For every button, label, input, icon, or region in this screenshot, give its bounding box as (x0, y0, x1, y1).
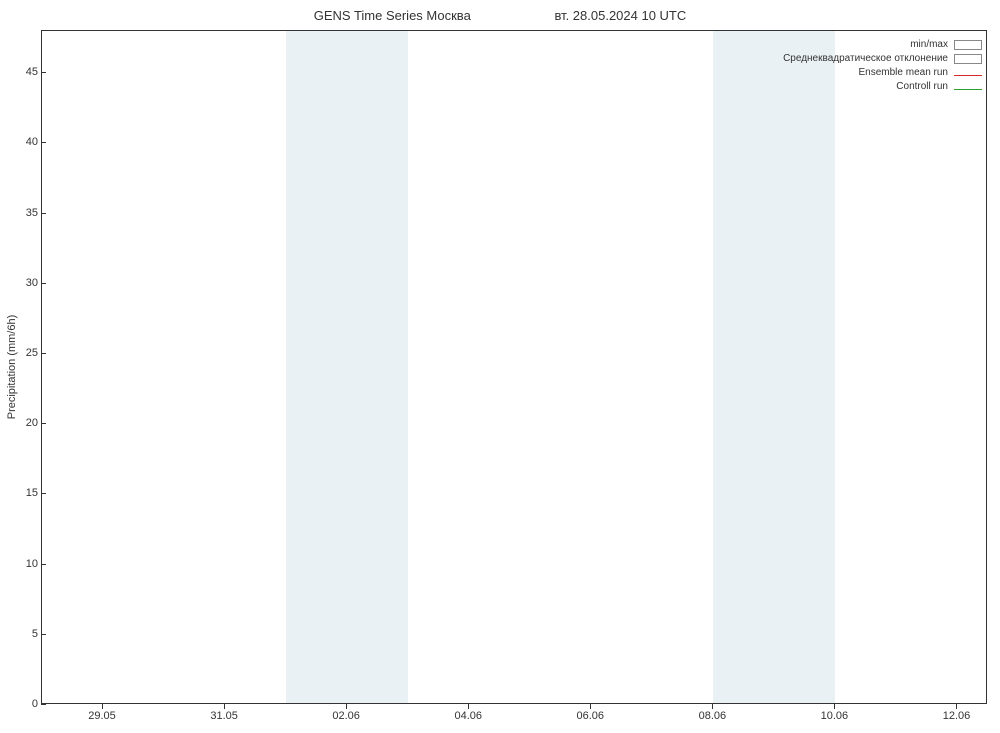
y-tick-mark (41, 423, 46, 424)
legend-item: min/max (783, 38, 982, 52)
x-tick-label: 31.05 (210, 710, 238, 722)
y-tick-mark (41, 564, 46, 565)
x-tick-mark (346, 704, 347, 709)
x-tick-mark (712, 704, 713, 709)
x-tick-label: 29.05 (88, 710, 116, 722)
x-tick-mark (468, 704, 469, 709)
x-tick-mark (102, 704, 103, 709)
chart-title-left: GENS Time Series Москва (314, 8, 471, 23)
legend-item-label: min/max (910, 38, 948, 52)
x-tick-label: 10.06 (821, 710, 849, 722)
y-tick-label: 0 (8, 698, 38, 710)
legend-item: Controll run (783, 80, 982, 94)
y-tick-mark (41, 72, 46, 73)
chart-container: GENS Time Series Москва вт. 28.05.2024 1… (0, 0, 1000, 733)
y-tick-label: 10 (8, 558, 38, 570)
x-tick-mark (224, 704, 225, 709)
legend-item: Среднеквадратическое отклонение (783, 52, 982, 66)
y-tick-mark (41, 353, 46, 354)
legend-swatch (954, 75, 982, 76)
x-tick-label: 06.06 (577, 710, 605, 722)
legend-swatch (954, 54, 982, 64)
plot-area (41, 30, 987, 704)
y-tick-mark (41, 142, 46, 143)
x-tick-mark (834, 704, 835, 709)
legend-swatch (954, 40, 982, 50)
legend-item-label: Controll run (896, 80, 948, 94)
x-tick-label: 08.06 (699, 710, 727, 722)
y-tick-label: 25 (8, 347, 38, 359)
x-tick-mark (590, 704, 591, 709)
y-tick-label: 40 (8, 136, 38, 148)
y-tick-label: 45 (8, 66, 38, 78)
x-tick-label: 04.06 (454, 710, 482, 722)
x-tick-label: 12.06 (943, 710, 971, 722)
y-tick-label: 30 (8, 277, 38, 289)
y-tick-label: 20 (8, 417, 38, 429)
y-axis-label: Precipitation (mm/6h) (6, 315, 18, 420)
y-tick-label: 5 (8, 628, 38, 640)
y-tick-mark (41, 634, 46, 635)
y-tick-label: 35 (8, 207, 38, 219)
weekend-band (713, 31, 835, 703)
x-tick-mark (956, 704, 957, 709)
chart-title-right: вт. 28.05.2024 10 UTC (554, 8, 686, 23)
y-tick-mark (41, 493, 46, 494)
legend-item: Ensemble mean run (783, 66, 982, 80)
weekend-band (286, 31, 408, 703)
y-tick-mark (41, 704, 46, 705)
y-tick-mark (41, 213, 46, 214)
legend-item-label: Ensemble mean run (859, 66, 949, 80)
x-tick-label: 02.06 (332, 710, 360, 722)
legend: min/maxСреднеквадратическое отклонениеEn… (783, 38, 982, 94)
y-tick-label: 15 (8, 487, 38, 499)
legend-item-label: Среднеквадратическое отклонение (783, 52, 948, 66)
chart-title-row: GENS Time Series Москва вт. 28.05.2024 1… (0, 8, 1000, 23)
legend-swatch (954, 89, 982, 90)
y-tick-mark (41, 283, 46, 284)
